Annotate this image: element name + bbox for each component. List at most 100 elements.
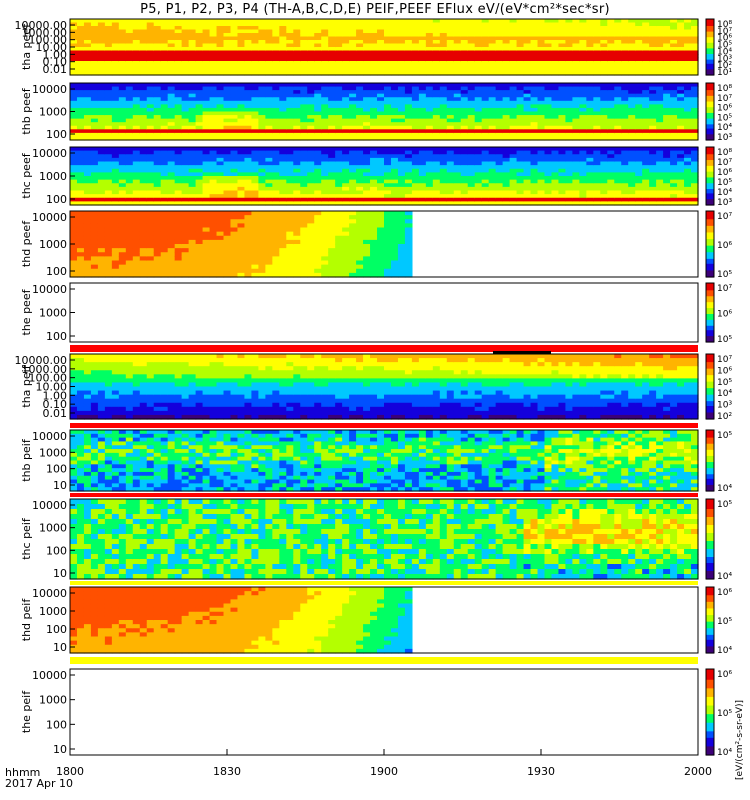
spectrogram-cell [293,26,301,31]
spectrogram-cell [677,50,685,55]
spectrogram-cell [649,194,657,199]
spectrogram-cell [328,86,336,91]
spectrogram-cell [460,43,469,48]
spectrogram-cell [467,33,476,38]
spectrogram-cell [335,40,343,45]
spectrogram-cell [384,111,392,116]
spectrogram-cell [216,54,225,59]
spectrogram-cell [397,176,406,181]
spectrogram-cell [118,19,127,24]
spectrogram-cell [670,190,678,195]
colorbar-tick-label: 10³ [717,133,732,143]
spectrogram-cell [153,268,162,274]
spectrogram-cell [70,161,78,166]
spectrogram-cell [272,194,280,199]
spectrogram-cell [363,26,371,31]
spectrogram-cell [251,147,259,152]
spectrogram-cell [614,83,622,88]
spectrogram-cell [174,61,183,66]
spectrogram-cell [656,19,664,24]
spectrogram-cell [439,47,448,52]
spectrogram-cell [684,22,692,27]
spectrogram-cell [349,147,357,152]
spectrogram-cell [537,104,546,109]
spectrogram-cell [335,168,343,173]
spectrogram-cell [390,111,399,116]
spectrogram-cell [167,57,176,62]
spectrogram-cell [111,197,120,202]
spectrogram-cell [97,150,106,155]
spectrogram-cell [104,64,113,69]
spectrogram-cell [286,147,294,152]
spectrogram-cell [76,26,85,31]
spectrogram-cell [544,43,553,48]
spectrogram-cell [558,147,567,152]
spectrogram-cell [104,268,113,274]
spectrogram-cell [614,71,622,76]
y-tick-label: 0.01 [43,63,68,76]
spectrogram-cell [188,47,197,52]
spectrogram-cell [181,264,190,270]
spectrogram-cell [202,150,211,155]
spectrogram-cell [125,161,134,166]
spectrogram-cell [321,40,329,45]
spectrogram-cell [209,118,218,123]
spectrogram-cell [684,33,692,38]
spectrogram-cell [572,29,580,34]
spectrogram-cell [153,29,162,34]
spectrogram-cell [167,40,176,45]
spectrogram-cell [656,83,664,88]
spectrogram-cell [174,176,183,181]
spectrogram-cell [370,125,378,130]
spectrogram-cell [600,71,608,76]
spectrogram-cell [181,64,190,69]
spectrogram-cell [83,83,92,88]
spectrogram-cell [537,86,546,91]
spectrogram-cell [453,118,462,123]
spectrogram-cell [216,61,225,66]
colorbar-segment [706,155,714,158]
spectrogram-cell [272,90,280,95]
spectrogram-cell [649,136,657,141]
spectrogram-cell [209,176,218,181]
spectrogram-cell [342,50,350,55]
spectrogram-cell [272,183,280,188]
spectrogram-cell [342,107,350,113]
spectrogram-cell [321,100,329,105]
spectrogram-cell [579,50,587,55]
spectrogram-cell [97,64,106,69]
spectrogram-cell [384,68,392,73]
spectrogram-cell [167,227,176,233]
spectrogram-cell [418,107,427,113]
spectrogram-cell [509,26,518,31]
spectrogram-cell [544,36,553,41]
spectrogram-cell [167,244,176,249]
spectrogram-cell [397,161,406,166]
spectrogram-cell [104,244,113,249]
spectrogram-cell [390,168,399,173]
spectrogram-cell [104,235,113,241]
spectrogram-cell [425,176,434,181]
spectrogram-cell [551,147,560,152]
spectrogram-cell [153,40,162,45]
spectrogram-cell [544,190,553,195]
spectrogram-cell [453,97,462,102]
spectrogram-cell [614,40,622,45]
spectrogram-cell [258,36,266,41]
spectrogram-cell [160,235,169,241]
spectrogram-cell [321,19,329,24]
spectrogram-cell [237,154,246,159]
spectrogram-cell [167,272,176,278]
spectrogram-cell [70,147,78,152]
spectrogram-cell [523,172,532,177]
spectrogram-cell [467,19,476,24]
spectrogram-cell [642,86,650,91]
spectrogram-cell [425,125,434,130]
spectrogram-cell [335,71,343,76]
colorbar-segment [706,44,714,47]
spectrogram-cell [83,19,92,24]
spectrogram-cell [342,118,350,123]
spectrogram-cell [125,186,134,192]
spectrogram-cell [328,176,336,181]
spectrogram-cell [251,150,259,155]
